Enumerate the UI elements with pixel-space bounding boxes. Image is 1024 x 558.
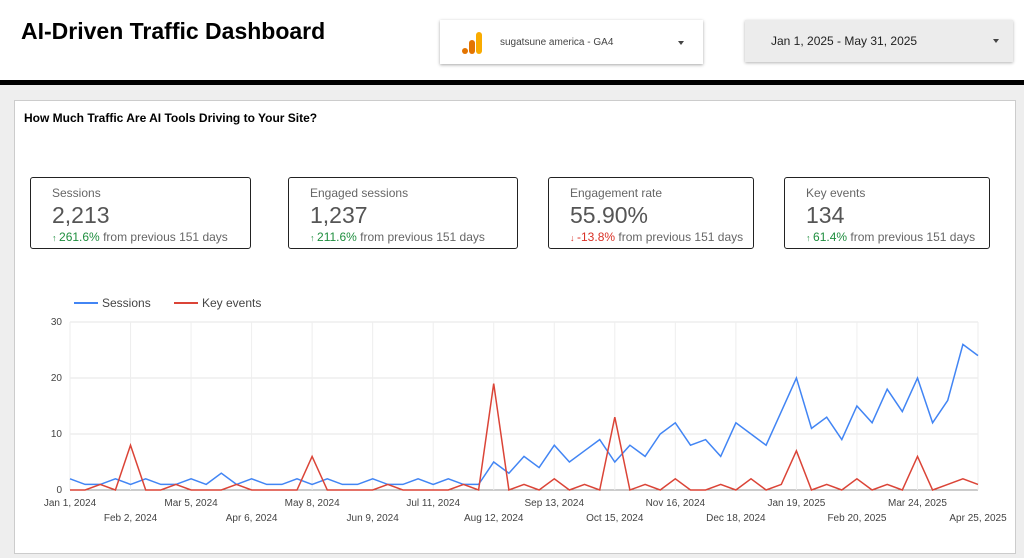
series-line [69, 343, 979, 486]
x-tick-label: Mar 5, 2024 [164, 498, 218, 509]
data-source-name: sugatsune america - GA4 [500, 37, 614, 48]
kpi-card: Engaged sessions 1,237 ↑ 211.6% from previ… [288, 177, 518, 249]
x-tick-label: Feb 20, 2025 [827, 513, 886, 524]
x-tick-label: Nov 16, 2024 [646, 498, 706, 509]
kpi-change-note: from previous 151 days [103, 230, 228, 244]
header: AI-Driven Traffic Dashboard sugatsune am… [0, 0, 1024, 85]
panel: How Much Traffic Are AI Tools Driving to… [14, 100, 1016, 554]
kpi-change-value: -13.8% [577, 230, 616, 244]
kpi-value: 55.90% [570, 202, 649, 228]
dashboard-title: AI-Driven Traffic Dashboard [21, 18, 326, 44]
trend-arrow: ↑ [52, 233, 60, 243]
ga-icon [462, 32, 482, 54]
kpi-change-note: from previous 151 days [360, 230, 485, 244]
kpi-label: Engagement rate [570, 186, 663, 200]
kpi-label: Sessions [52, 186, 101, 200]
kpi-card: Engagement rate 55.90% ↓ -13.8% from previ… [548, 177, 754, 249]
trend-arrow: ↓ [570, 233, 578, 243]
x-tick-label: Jun 9, 2024 [347, 513, 400, 524]
kpi-change: ↑ 261.6% from previous 151 days [52, 230, 228, 244]
kpi-change: ↑ 211.6% from previous 151 days [310, 230, 485, 244]
x-tick-label: Oct 15, 2024 [586, 513, 644, 524]
x-tick-label: Jul 11, 2024 [406, 498, 460, 509]
x-tick-label: Apr 25, 2025 [949, 513, 1007, 524]
x-tick-label: Sep 13, 2024 [525, 498, 585, 509]
trend-arrow: ↑ [310, 233, 318, 243]
trend-arrow: ↑ [806, 233, 814, 243]
x-tick-label: Jan 1, 2024 [44, 498, 97, 509]
kpi-change-value: 261.6% [59, 230, 100, 244]
x-tick-label: Aug 12, 2024 [464, 513, 524, 524]
x-tick-label: May 8, 2024 [285, 498, 340, 509]
series-line [70, 383, 979, 492]
y-tick-label: 20 [51, 373, 63, 384]
kpi-change-value: 211.6% [317, 230, 357, 244]
kpi-label: Engaged sessions [310, 186, 409, 200]
date-range: Jan 1, 2025 - May 31, 2025 [771, 34, 918, 48]
data-source-selector[interactable]: sugatsune america - GA4 [440, 20, 703, 64]
legend-label: Sessions [102, 296, 151, 310]
kpi-card: Key events 134 ↑ 61.4% from previous 151 d… [784, 177, 990, 249]
kpi-change: ↑ 61.4% from previous 151 days [806, 230, 975, 244]
x-tick-label: Mar 24, 2025 [888, 498, 947, 509]
kpi-value: 134 [806, 202, 845, 228]
kpi-value: 1,237 [310, 202, 368, 228]
y-tick-label: 30 [51, 317, 63, 328]
kpi-change-value: 61.4% [813, 230, 848, 244]
kpi-change: ↓ -13.8% from previous 151 days [570, 230, 743, 244]
kpi-value: 2,213 [52, 202, 110, 228]
x-tick-label: Dec 18, 2024 [706, 513, 766, 524]
legend-label: Key events [202, 296, 261, 310]
kpi-label: Key events [806, 186, 866, 200]
x-tick-label: Jan 19, 2025 [767, 498, 825, 509]
x-tick-label: Apr 6, 2024 [226, 513, 278, 524]
y-tick-label: 10 [51, 429, 63, 440]
kpi-change-note: from previous 151 days [850, 230, 976, 244]
date-range-selector[interactable]: Jan 1, 2025 - May 31, 2025 [745, 20, 1013, 62]
section-title: How Much Traffic Are AI Tools Driving to… [24, 111, 318, 125]
kpi-change-note: from previous 151 days [618, 230, 744, 244]
kpi-card: Sessions 2,213 ↑ 261.6% from previous 151 … [30, 177, 251, 249]
x-tick-label: Feb 2, 2024 [104, 513, 158, 524]
y-tick-label: 0 [56, 485, 62, 496]
